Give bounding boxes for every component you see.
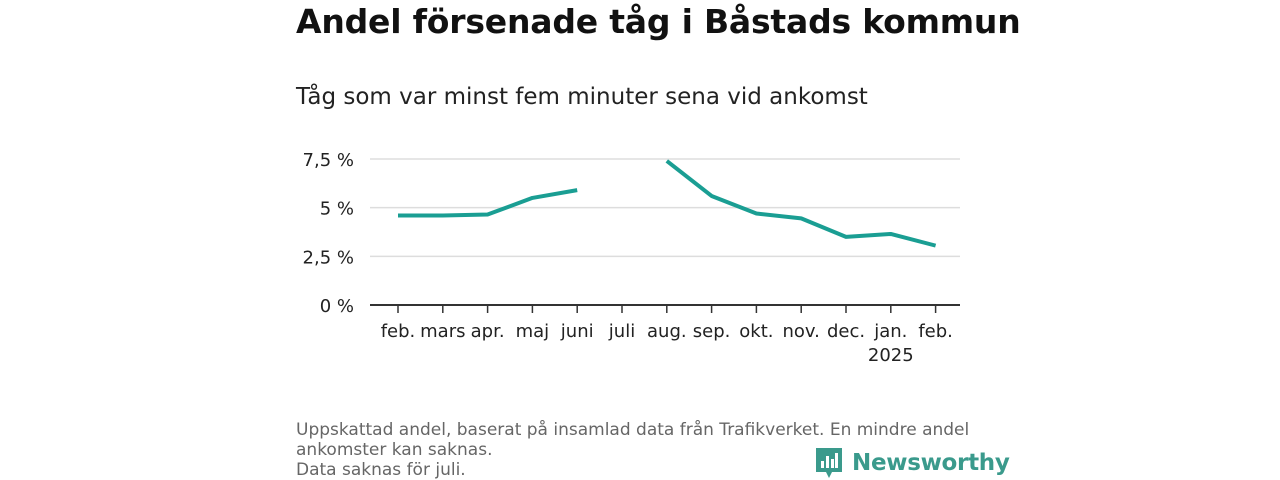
x-tick-label: mars xyxy=(420,321,465,342)
y-axis-ticks: 0 % 2,5 % 5 % 7,5 % xyxy=(303,150,354,317)
x-tick-label: feb. xyxy=(918,321,953,342)
x-tick-label: dec. xyxy=(827,321,865,342)
footer-line-3: Data saknas för juli. xyxy=(296,460,466,480)
brand-logo: Newsworthy xyxy=(814,446,1010,480)
footer-line-2: ankomster kan saknas. xyxy=(296,440,493,460)
y-tick-label: 2,5 % xyxy=(303,247,354,268)
series-line-segment xyxy=(665,159,937,248)
x-tick-label: nov. xyxy=(782,321,819,342)
x-tick-label: maj xyxy=(516,321,550,342)
chart-subtitle: Tåg som var minst fem minuter sena vid a… xyxy=(296,84,868,110)
x-tick-label: feb. xyxy=(381,321,416,342)
x-tick-label: apr. xyxy=(471,321,505,342)
y-tick-label: 7,5 % xyxy=(303,150,354,171)
series-lines xyxy=(398,159,937,248)
footer-line-1: Uppskattad andel, baserat på insamlad da… xyxy=(296,420,970,440)
x-tick-label: jan. xyxy=(873,321,907,342)
footer-note: Uppskattad andel, baserat på insamlad da… xyxy=(296,420,996,480)
x-tick-label: sep. xyxy=(693,321,731,342)
x-axis: feb. mars apr. maj juni juli aug. sep. okt. nov. d… xyxy=(370,304,960,366)
x-tick-label: juni xyxy=(560,321,594,342)
series-line-segment xyxy=(398,188,578,218)
x-tick-label: aug. xyxy=(647,321,687,342)
x-tick-sublabel: 2025 xyxy=(868,345,914,366)
gridlines xyxy=(370,158,960,258)
y-tick-label: 5 % xyxy=(320,199,354,220)
x-tick-label: okt. xyxy=(739,321,773,342)
brand-name: Newsworthy xyxy=(852,450,1010,476)
bar-chart-logo-icon xyxy=(816,448,842,478)
y-tick-label: 0 % xyxy=(320,296,354,317)
chart-title: Andel försenade tåg i Båstads kommun xyxy=(296,2,1021,41)
x-tick-label: juli xyxy=(608,321,635,342)
